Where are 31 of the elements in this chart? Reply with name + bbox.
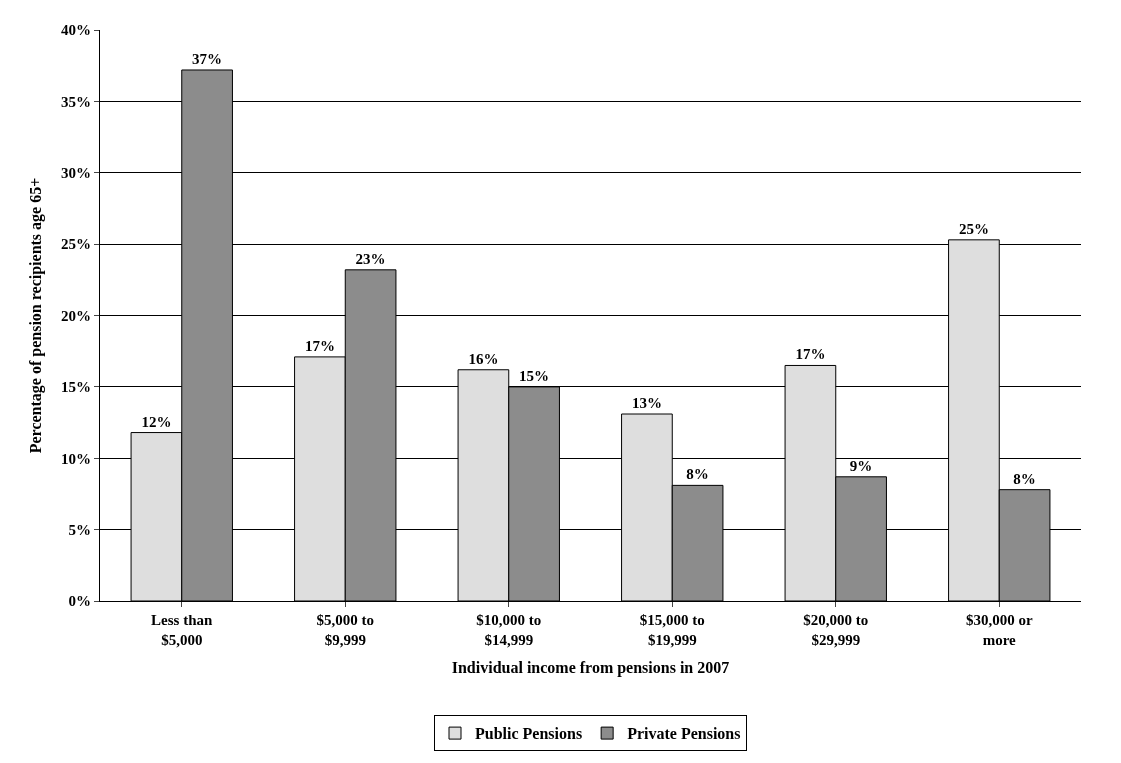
data-label: 8%	[686, 466, 709, 483]
legend-label: Public Pensions	[475, 725, 583, 743]
x-tick-label: $30,000 or more	[965, 612, 1033, 648]
data-label: 23%	[355, 250, 386, 267]
data-label: 37%	[192, 50, 223, 67]
y-tick-label: 30%	[61, 165, 91, 181]
data-label: 12%	[141, 413, 172, 430]
y-tick-label: 15%	[61, 379, 91, 396]
x-tick-label: Less than $5,000	[151, 612, 214, 648]
data-label: 13%	[631, 395, 662, 411]
x-tick-label: $5,000 to $9,999	[316, 612, 374, 648]
y-axis-title: Percentage of pension recipients age 65+	[26, 177, 45, 454]
y-tick-label: 0%	[68, 593, 91, 610]
data-label: 25%	[958, 220, 989, 237]
x-axis-title: Individual income from pensions in 2007	[451, 659, 730, 678]
y-tick-label: 10%	[61, 450, 91, 467]
x-tick-label: $10,000 to $14,999	[476, 612, 542, 648]
data-label: 8%	[1013, 470, 1036, 487]
x-tick-label: $15,000 to $19,999	[639, 612, 705, 648]
data-label: 17%	[795, 346, 826, 363]
y-tick-label: 35%	[61, 93, 91, 110]
y-tick-label: 40%	[61, 22, 91, 39]
data-label: 17%	[304, 337, 335, 354]
y-tick-label: 5%	[68, 521, 91, 538]
data-label: 16%	[468, 350, 499, 367]
legend-label: Private Pensions	[627, 725, 741, 743]
x-tick-label: $20,000 to $29,999	[803, 612, 869, 648]
data-label: 15%	[519, 367, 550, 384]
data-label: 9%	[849, 457, 873, 474]
y-tick-label: 20%	[61, 307, 91, 324]
y-tick-label: 25%	[61, 236, 91, 253]
